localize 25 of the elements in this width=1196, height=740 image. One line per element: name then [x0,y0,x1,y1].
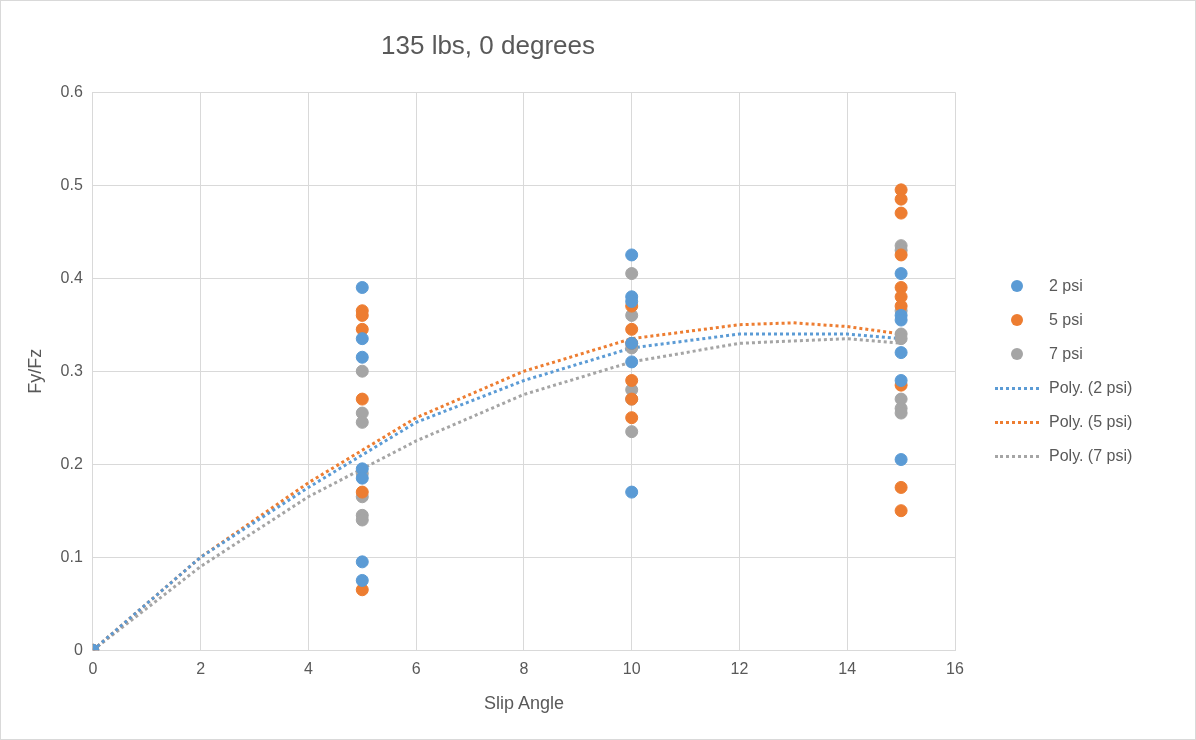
x-tick-label: 14 [838,660,857,678]
x-tick-label: 6 [411,660,421,678]
legend-label: 5 psi [1049,311,1083,330]
y-tick-label: 0.3 [60,361,83,379]
y-tick-label: 0.5 [60,175,83,193]
y-tick-label: 0.1 [60,547,83,565]
y-tick-label: 0.6 [60,82,83,100]
y-tick-label: 0 [73,640,83,658]
x-tick-label: 4 [303,660,313,678]
y-axis-title: Fy/Fz [24,348,45,394]
x-tick-label: 0 [88,660,98,678]
x-tick-label: 10 [622,660,641,678]
legend-label: Poly. (5 psi) [1049,413,1133,432]
x-tick-label: 16 [946,660,964,678]
legend-label: Poly. (2 psi) [1049,379,1133,398]
legend-label: 2 psi [1049,277,1083,296]
y-tick-label: 0.2 [60,454,83,472]
y-tick-label: 0.4 [60,268,83,286]
legend-label: 7 psi [1049,345,1083,364]
x-tick-label: 12 [730,660,749,678]
x-tick-label: 2 [196,660,206,678]
chart-title: 135 lbs, 0 degrees [381,29,595,60]
x-tick-label: 8 [519,660,529,678]
x-axis-title: Slip Angle [483,693,564,714]
legend-label: Poly. (7 psi) [1049,447,1133,466]
